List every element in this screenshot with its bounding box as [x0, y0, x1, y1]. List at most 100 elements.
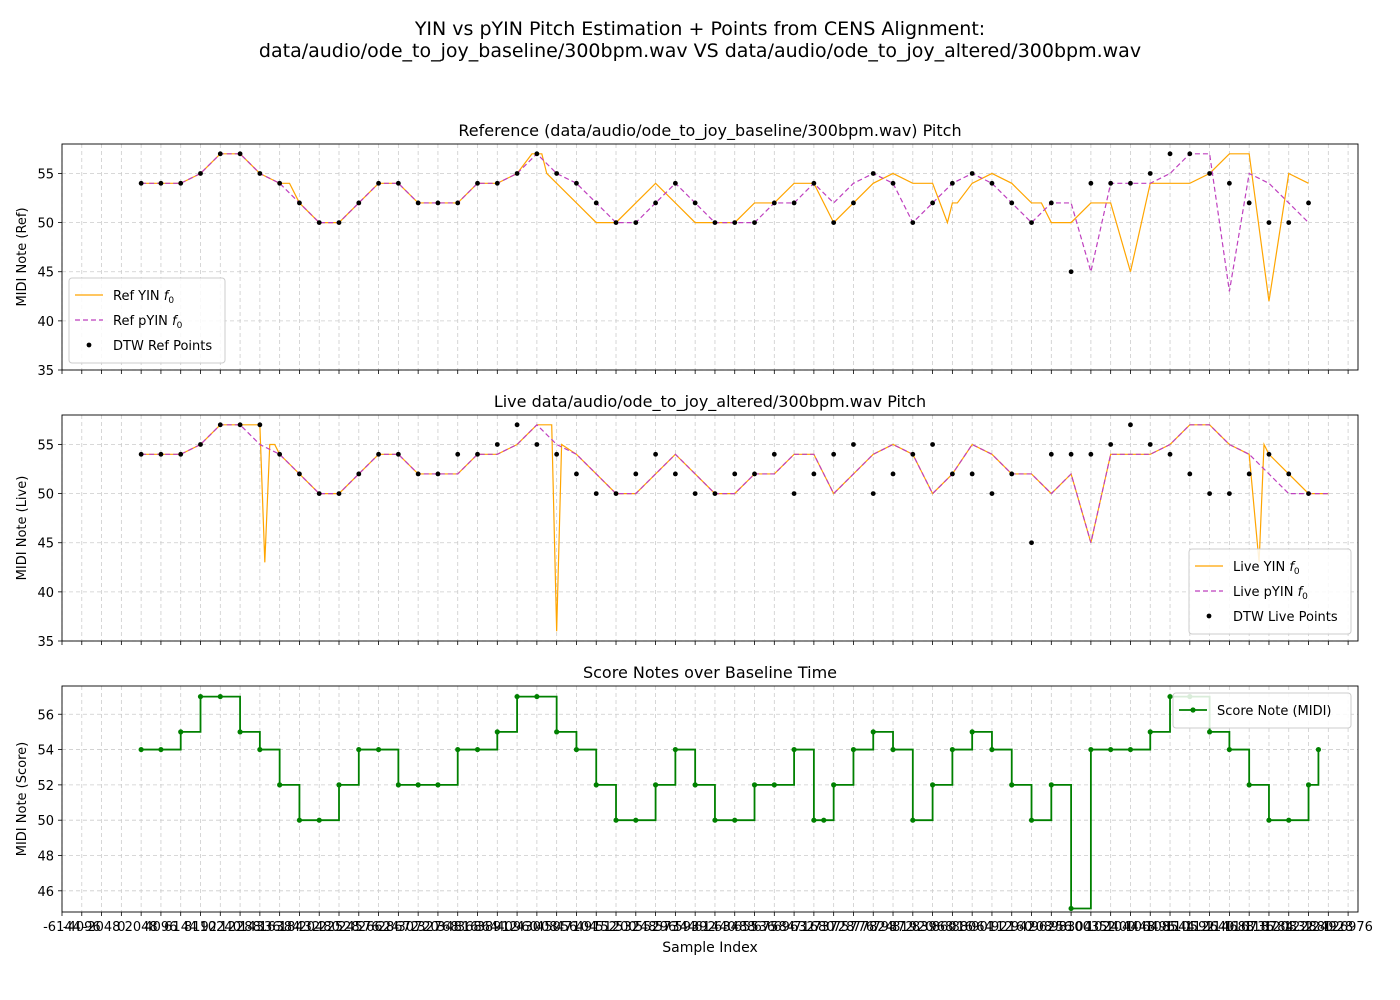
score-point — [217, 693, 223, 700]
dtw-point — [1226, 491, 1232, 497]
dtw-point — [851, 442, 856, 447]
dtw-point — [851, 200, 856, 206]
x-tick-label: 4096 — [144, 920, 177, 935]
y-tick-label: 35 — [37, 364, 54, 379]
panel-title: Score Notes over Baseline Time — [583, 663, 837, 682]
x-tick-label: 2048 — [125, 920, 158, 935]
score-point — [415, 782, 421, 788]
x-tick-label: 81920 — [892, 920, 933, 935]
dtw-point — [138, 180, 144, 186]
dtw-point — [455, 200, 461, 206]
dtw-point — [831, 451, 837, 457]
dtw-point — [712, 220, 718, 226]
score-point — [554, 729, 560, 735]
score-point — [791, 746, 797, 753]
y-tick-label: 48 — [37, 850, 54, 865]
dtw-point — [831, 220, 837, 226]
dtw-point — [138, 451, 144, 457]
x-tick-label: 116736 — [1224, 920, 1274, 935]
score-point — [692, 782, 698, 788]
legend-marker — [86, 342, 92, 348]
x-tick-label: 122880 — [1284, 920, 1334, 935]
dtw-point — [1128, 180, 1133, 186]
panel-title: Reference (data/audio/ode_to_joy_baselin… — [458, 121, 961, 141]
dtw-point — [1088, 180, 1094, 186]
plot-area — [138, 422, 1329, 632]
x-tick-label: 88064 — [951, 920, 992, 935]
dtw-point — [435, 200, 441, 206]
x-tick-label: 110592 — [1165, 920, 1215, 935]
axes-frame — [61, 685, 1359, 913]
score-point — [1315, 746, 1322, 753]
dtw-point — [989, 180, 995, 186]
dtw-point — [237, 422, 243, 428]
dtw-point — [930, 442, 935, 447]
dtw-point — [1009, 200, 1015, 206]
x-tick-label: 59392 — [674, 920, 715, 935]
dtw-point — [811, 471, 817, 477]
dtw-point — [316, 220, 322, 226]
dtw-point — [336, 220, 342, 226]
score-point — [969, 729, 975, 735]
score-point — [821, 817, 827, 823]
dtw-point — [1147, 171, 1153, 176]
x-tick-label: 108544 — [1145, 920, 1195, 935]
dtw-point — [613, 491, 619, 497]
dtw-point — [653, 451, 658, 457]
axes-frame — [61, 414, 1359, 642]
x-tick-label: 36864 — [457, 920, 498, 935]
x-grid — [61, 686, 1349, 912]
x-tick-label: 51200 — [595, 920, 636, 935]
x-tick-label: -6144 — [43, 920, 81, 935]
x-tick-label: 55296 — [635, 920, 676, 935]
panel-title: Live data/audio/ode_to_joy_altered/300bp… — [494, 392, 926, 412]
legend-frame — [1172, 692, 1352, 729]
dtw-point — [395, 180, 401, 186]
legend-marker — [1206, 613, 1212, 619]
score-point — [316, 817, 322, 823]
dtw-point — [633, 220, 639, 226]
score-notes-panel: -6144-4096-20480 204840966144819210240122… — [15, 663, 1373, 935]
score-point — [138, 746, 144, 753]
dtw-point — [969, 471, 975, 477]
dtw-point — [158, 180, 164, 186]
legend-label: Ref pYIN f0 — [113, 314, 183, 331]
score-point — [534, 693, 540, 700]
dtw-point — [376, 451, 381, 457]
score-point — [257, 746, 263, 753]
dtw-point — [1029, 540, 1034, 546]
x-tick-label: 124928 — [1304, 920, 1354, 935]
score-point — [1068, 905, 1074, 912]
dtw-point — [811, 180, 817, 186]
score-point — [514, 693, 520, 700]
dtw-point — [475, 451, 480, 457]
dtw-point — [178, 180, 184, 186]
legend-frame — [68, 277, 226, 364]
dtw-point — [752, 220, 757, 226]
score-point — [197, 693, 204, 700]
score-point — [771, 782, 777, 788]
x-tick-label: 112640 — [1185, 920, 1235, 935]
x-tick-label: 126976 — [1323, 920, 1373, 935]
x-tick-label: 30720 — [397, 920, 438, 935]
score-point — [1305, 782, 1312, 788]
dtw-point — [534, 442, 540, 447]
x-tick-label: 22528 — [318, 920, 359, 935]
y-tick-label: 50 — [37, 488, 54, 503]
dtw-point — [771, 200, 777, 206]
x-tick-label: 45056 — [536, 920, 577, 935]
y-tick-label: 40 — [37, 315, 54, 330]
series-line — [141, 423, 1329, 543]
x-tick-label: 67584 — [754, 920, 795, 935]
score-point — [672, 746, 678, 753]
x-tick-label: 104448 — [1106, 920, 1156, 935]
score-point — [712, 817, 718, 823]
score-point — [1048, 782, 1054, 788]
dtw-point — [198, 171, 203, 176]
dtw-point — [257, 422, 263, 428]
dtw-point — [415, 471, 421, 477]
score-point — [1207, 729, 1213, 735]
x-tick-label: 38912 — [477, 920, 518, 935]
dtw-point — [217, 151, 223, 157]
